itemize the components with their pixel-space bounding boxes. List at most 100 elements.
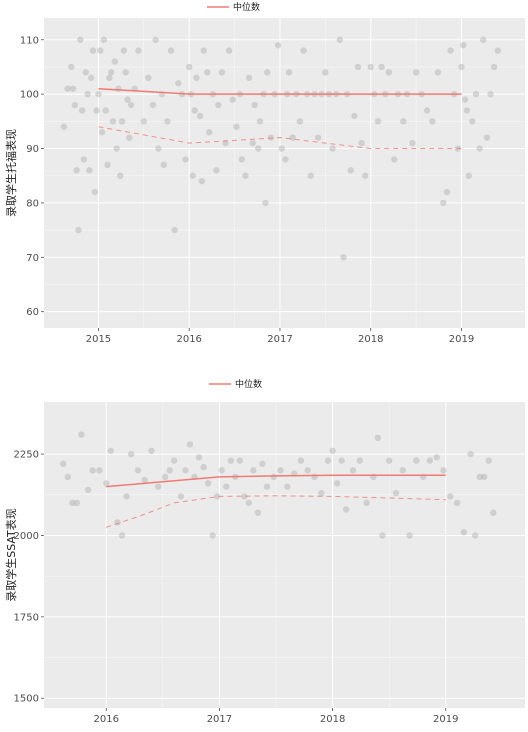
ssat-data-point [413, 457, 420, 464]
toefl-data-point [111, 58, 118, 65]
ssat-data-point [223, 483, 230, 490]
toefl-y-tick-label: 110 [20, 35, 39, 46]
toefl-data-point [149, 101, 157, 109]
toefl-data-point [60, 123, 68, 130]
ssat-data-point [166, 467, 173, 474]
toefl-x-tick-label: 2019 [449, 334, 474, 345]
toefl-data-point [340, 254, 347, 261]
ssat-y-tick-label: 2250 [14, 450, 39, 461]
toefl-x-tick-label: 2018 [358, 334, 383, 345]
ssat-data-point [324, 457, 332, 464]
toefl-data-point [423, 107, 431, 114]
toefl-data-point [87, 74, 95, 82]
ssat-data-point [374, 434, 382, 442]
toefl-data-point [193, 74, 200, 82]
ssat-data-point [490, 509, 497, 516]
toefl-data-point [458, 63, 465, 71]
ssat-y-tick-label: 1750 [14, 612, 39, 623]
ssat-data-point [218, 467, 225, 474]
toefl-data-point [487, 90, 494, 98]
toefl-data-point [117, 172, 124, 179]
toefl-data-point [476, 145, 483, 152]
ssat-data-point [447, 493, 454, 500]
ssat-data-point [107, 447, 114, 455]
toefl-data-point [460, 41, 467, 49]
toefl-data-point [124, 96, 131, 103]
toefl-data-point [483, 134, 491, 141]
toefl-data-point [367, 63, 374, 71]
toefl-data-point [249, 139, 256, 147]
toefl-data-point [135, 47, 142, 54]
toefl-data-point [378, 63, 385, 71]
ssat-data-point [392, 489, 400, 497]
toefl-data-point [461, 96, 469, 103]
toefl-data-point [89, 47, 97, 54]
toefl-y-tick-label: 100 [20, 90, 39, 101]
toefl-data-point [152, 36, 159, 43]
ssat-data-point [476, 473, 483, 481]
toefl-data-point [336, 36, 344, 43]
toefl-plot-panel [44, 18, 525, 328]
toefl-data-point [412, 69, 420, 76]
ssat-y-axis-title: 录取学生SSAT表现 [4, 508, 18, 602]
toefl-y-axis-title: 录取学生托福表现 [4, 129, 18, 217]
toefl-data-point [329, 145, 336, 152]
ssat-data-point [453, 499, 461, 507]
ssat-data-point [209, 532, 216, 539]
ssat-y-tick-label: 2000 [14, 531, 39, 542]
ssat-median-line [106, 474, 446, 488]
toefl-data-point [494, 47, 501, 54]
toefl-data-point [251, 101, 258, 109]
toefl-data-point [434, 69, 442, 76]
ssat-data-point [333, 480, 341, 487]
toefl-data-point [102, 107, 109, 114]
toefl-data-point [120, 47, 128, 54]
toefl-data-point [93, 107, 100, 114]
ssat-data-point [89, 467, 96, 474]
ssat-legend: 中位数 [209, 378, 262, 390]
ssat-chart: 中位数 1500 1750 2000 2250 2016 2017 2018 2019 录取… [4, 378, 525, 725]
ssat-data-point [227, 457, 234, 464]
toefl-data-point [218, 69, 226, 76]
toefl-x-tick-label: 2016 [176, 334, 201, 345]
ssat-data-point [263, 483, 271, 490]
toefl-data-point [254, 145, 262, 152]
toefl-data-point [447, 47, 454, 54]
toefl-data-point [77, 36, 84, 43]
ssat-x-tick-label: 2019 [433, 714, 458, 725]
toefl-data-point [100, 36, 108, 43]
ssat-x-tick-label: 2018 [320, 714, 345, 725]
toefl-data-point [264, 69, 271, 76]
ssat-legend-label: 中位数 [235, 378, 262, 390]
ssat-data-point [148, 447, 155, 455]
toefl-data-point [107, 69, 115, 76]
toefl-lower-band-line [98, 126, 462, 149]
toefl-data-point [262, 199, 269, 207]
toefl-data-point [64, 85, 71, 92]
ssat-data-point [200, 463, 207, 471]
toefl-data-point [171, 226, 178, 234]
ssat-data-point [440, 467, 447, 474]
ssat-data-point [399, 467, 406, 474]
ssat-data-point [73, 499, 81, 507]
toefl-data-point [307, 172, 315, 179]
ssat-data-point [118, 532, 126, 539]
ssat-data-point [123, 493, 130, 500]
toefl-data-point [75, 226, 82, 234]
ssat-data-point [245, 499, 253, 507]
ssat-data-point [406, 532, 413, 539]
toefl-data-point [213, 167, 220, 174]
toefl-data-point [256, 118, 264, 125]
toefl-data-point [409, 139, 416, 147]
ssat-data-point [259, 460, 266, 468]
ssat-data-point [127, 450, 135, 458]
ssat-data-point [84, 486, 92, 494]
ssat-data-point [270, 473, 277, 481]
toefl-data-point [204, 69, 211, 76]
toefl-data-point [385, 69, 393, 76]
toefl-data-point [191, 107, 198, 114]
ssat-data-point [195, 454, 203, 461]
toefl-data-point [233, 123, 240, 130]
toefl-median-line [98, 87, 462, 95]
ssat-data-point [481, 473, 488, 481]
